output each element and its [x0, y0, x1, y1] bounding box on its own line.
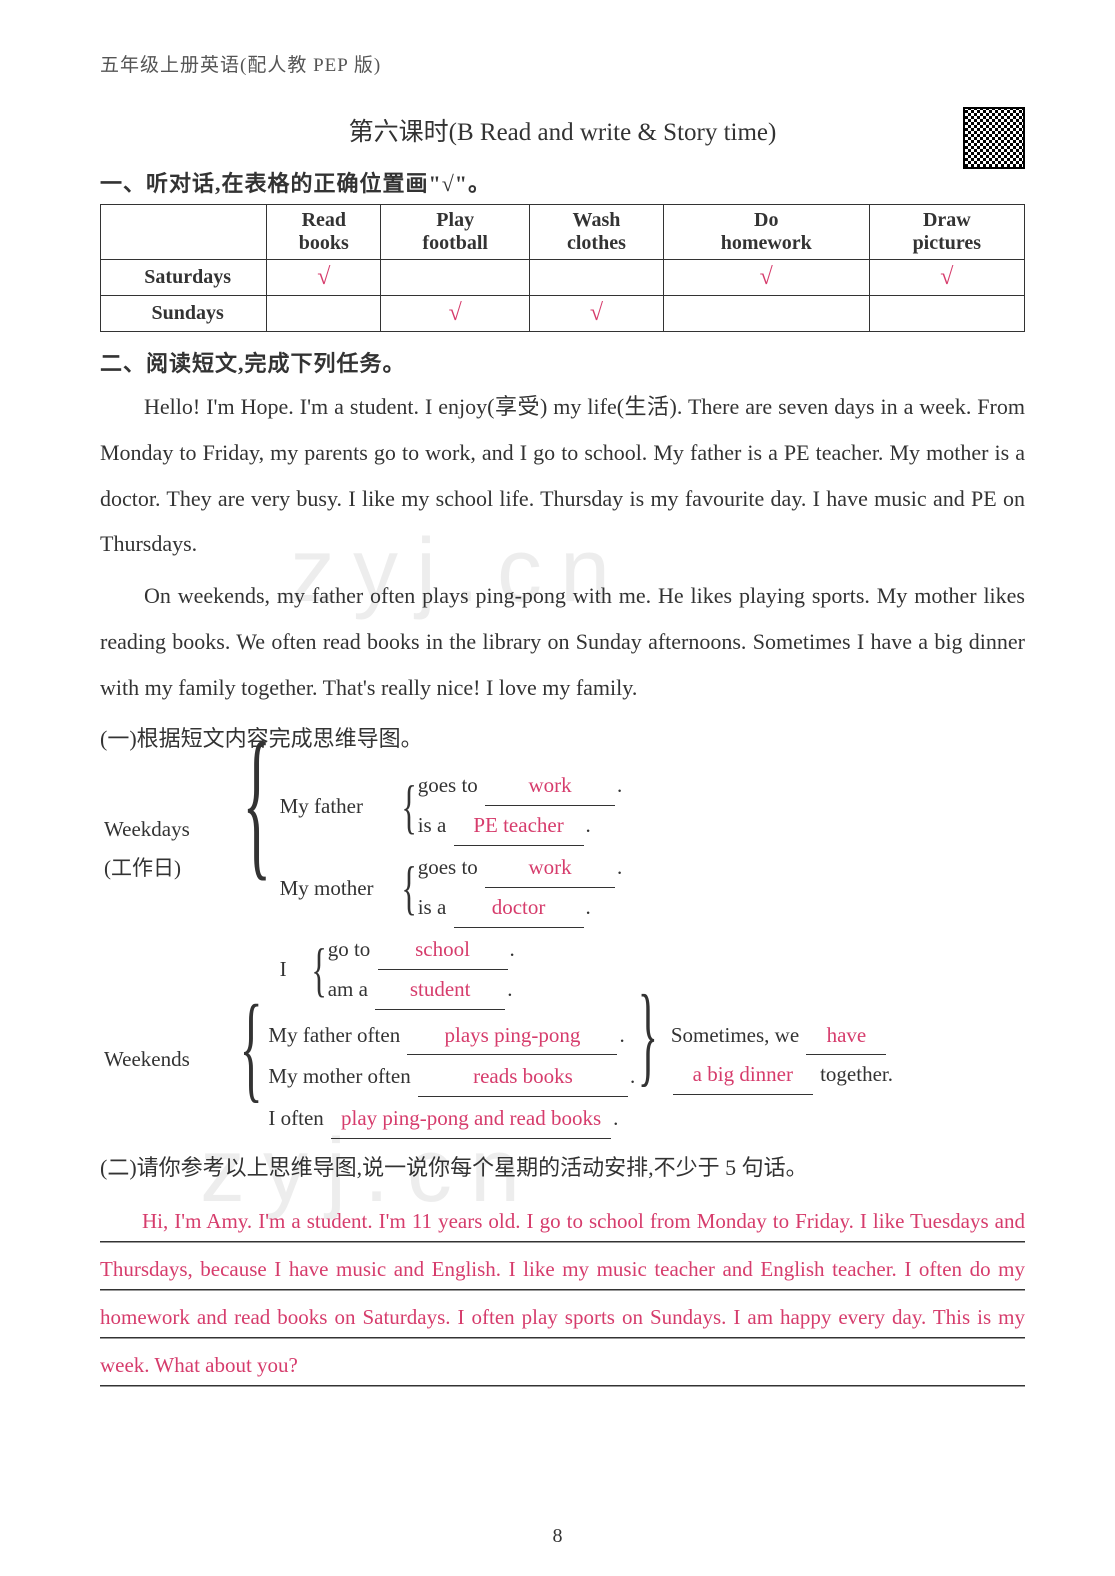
- blank-i-school: school: [378, 930, 508, 970]
- table-row: Sundays √ √: [101, 296, 1025, 332]
- cell: √: [530, 296, 664, 332]
- cell: [381, 260, 530, 296]
- check-icon: √: [449, 300, 462, 326]
- cell: √: [663, 260, 869, 296]
- subtask-2-title: (二)请你参考以上思维导图,说一说你每个星期的活动安排,不少于 5 句话。: [100, 1145, 1025, 1191]
- father-label: My father: [280, 787, 400, 826]
- table-header-row: Readbooks Playfootball Washclothes Dohom…: [101, 205, 1025, 260]
- blank-mother-job: doctor: [454, 888, 584, 928]
- i-label: I: [280, 950, 310, 989]
- col-play: Playfootball: [381, 205, 530, 260]
- blank-weekend-mother: reads books: [418, 1057, 628, 1097]
- col-hw: Dohomework: [663, 205, 869, 260]
- text: My mother often: [268, 1064, 410, 1088]
- blank-weekend-i: play ping-pong and read books: [331, 1099, 611, 1139]
- brace-icon: }: [638, 1003, 658, 1070]
- text: together.: [820, 1062, 893, 1086]
- cell: √: [267, 260, 381, 296]
- blank-weekend-father: plays ping-pong: [407, 1016, 617, 1056]
- mother-lines: goes to work. is a doctor.: [418, 848, 623, 928]
- brace-icon: {: [242, 752, 271, 853]
- check-icon: √: [317, 264, 330, 290]
- col-read: Readbooks: [267, 205, 381, 260]
- cell: √: [381, 296, 530, 332]
- row-sun-label: Sundays: [101, 296, 267, 332]
- text: go to: [328, 937, 371, 961]
- text: I often: [268, 1106, 323, 1130]
- passage-p2: On weekends, my father often plays ping-…: [100, 573, 1025, 710]
- text: My father often: [268, 1023, 400, 1047]
- lesson-title-text: 第六课时(B Read and write & Story time): [349, 119, 777, 146]
- cell: [267, 296, 381, 332]
- cell: [530, 260, 664, 296]
- text: Sometimes, we: [671, 1023, 799, 1047]
- mother-label: My mother: [280, 869, 400, 908]
- blank-sometimes-1: have: [806, 1016, 886, 1056]
- page-header: 五年级上册英语(配人教 PEP 版): [100, 50, 1025, 77]
- text: am a: [328, 977, 368, 1001]
- weekend-father-line: My father often plays ping-pong.: [268, 1016, 635, 1056]
- lesson-title: 第六课时(B Read and write & Story time): [100, 112, 1025, 148]
- qr-code: [963, 107, 1025, 169]
- weekdays-en: Weekdays: [104, 817, 190, 841]
- blank-i-student: student: [375, 970, 505, 1010]
- blank-father-job: PE teacher: [454, 806, 584, 846]
- text: is a: [418, 895, 447, 919]
- row-sat-label: Saturdays: [101, 260, 267, 296]
- text: goes to: [418, 855, 478, 879]
- brace-icon: {: [311, 943, 326, 997]
- check-icon: √: [940, 264, 953, 290]
- section-2-title: 二、阅读短文,完成下列任务。: [100, 346, 1025, 378]
- col-draw: Drawpictures: [869, 205, 1024, 260]
- cell: √: [869, 260, 1024, 296]
- weekdays-cn: (工作日): [104, 856, 181, 880]
- text: goes to: [418, 773, 478, 797]
- weekend-sometimes: Sometimes, we have a big dinner together…: [671, 1016, 893, 1096]
- blank-sometimes-2: a big dinner: [673, 1055, 813, 1095]
- text: is a: [418, 813, 447, 837]
- check-icon: √: [590, 300, 603, 326]
- col-wash: Washclothes: [530, 205, 664, 260]
- father-lines: goes to work. is a PE teacher.: [418, 766, 623, 846]
- check-icon: √: [760, 264, 773, 290]
- cell: [869, 296, 1024, 332]
- section-1-title: 一、听对话,在表格的正确位置画"√"。: [100, 166, 1025, 198]
- table-row: Saturdays √ √ √: [101, 260, 1025, 296]
- cell: [663, 296, 869, 332]
- brace-icon: {: [240, 1000, 263, 1096]
- weekend-mother-line: My mother often reads books.: [268, 1057, 635, 1097]
- brace-icon: {: [401, 861, 416, 915]
- weekdays-label: Weekdays (工作日): [104, 766, 234, 888]
- brace-icon: {: [401, 779, 416, 833]
- blank-father-work: work: [485, 766, 615, 806]
- passage-p1: Hello! I'm Hope. I'm a student. I enjoy(…: [100, 384, 1025, 567]
- answer-paragraph: Hi, I'm Amy. I'm a student. I'm 11 years…: [100, 1195, 1025, 1389]
- subtask-1-title: (一)根据短文内容完成思维导图。: [100, 716, 1025, 762]
- listening-table: Readbooks Playfootball Washclothes Dohom…: [100, 204, 1025, 332]
- i-lines: go to school. am a student.: [328, 930, 515, 1010]
- page-number: 8: [0, 1525, 1115, 1548]
- blank-mother-work: work: [485, 848, 615, 888]
- weekend-i-line: I often play ping-pong and read books.: [268, 1099, 635, 1139]
- weekends-label: Weekends: [104, 1016, 234, 1079]
